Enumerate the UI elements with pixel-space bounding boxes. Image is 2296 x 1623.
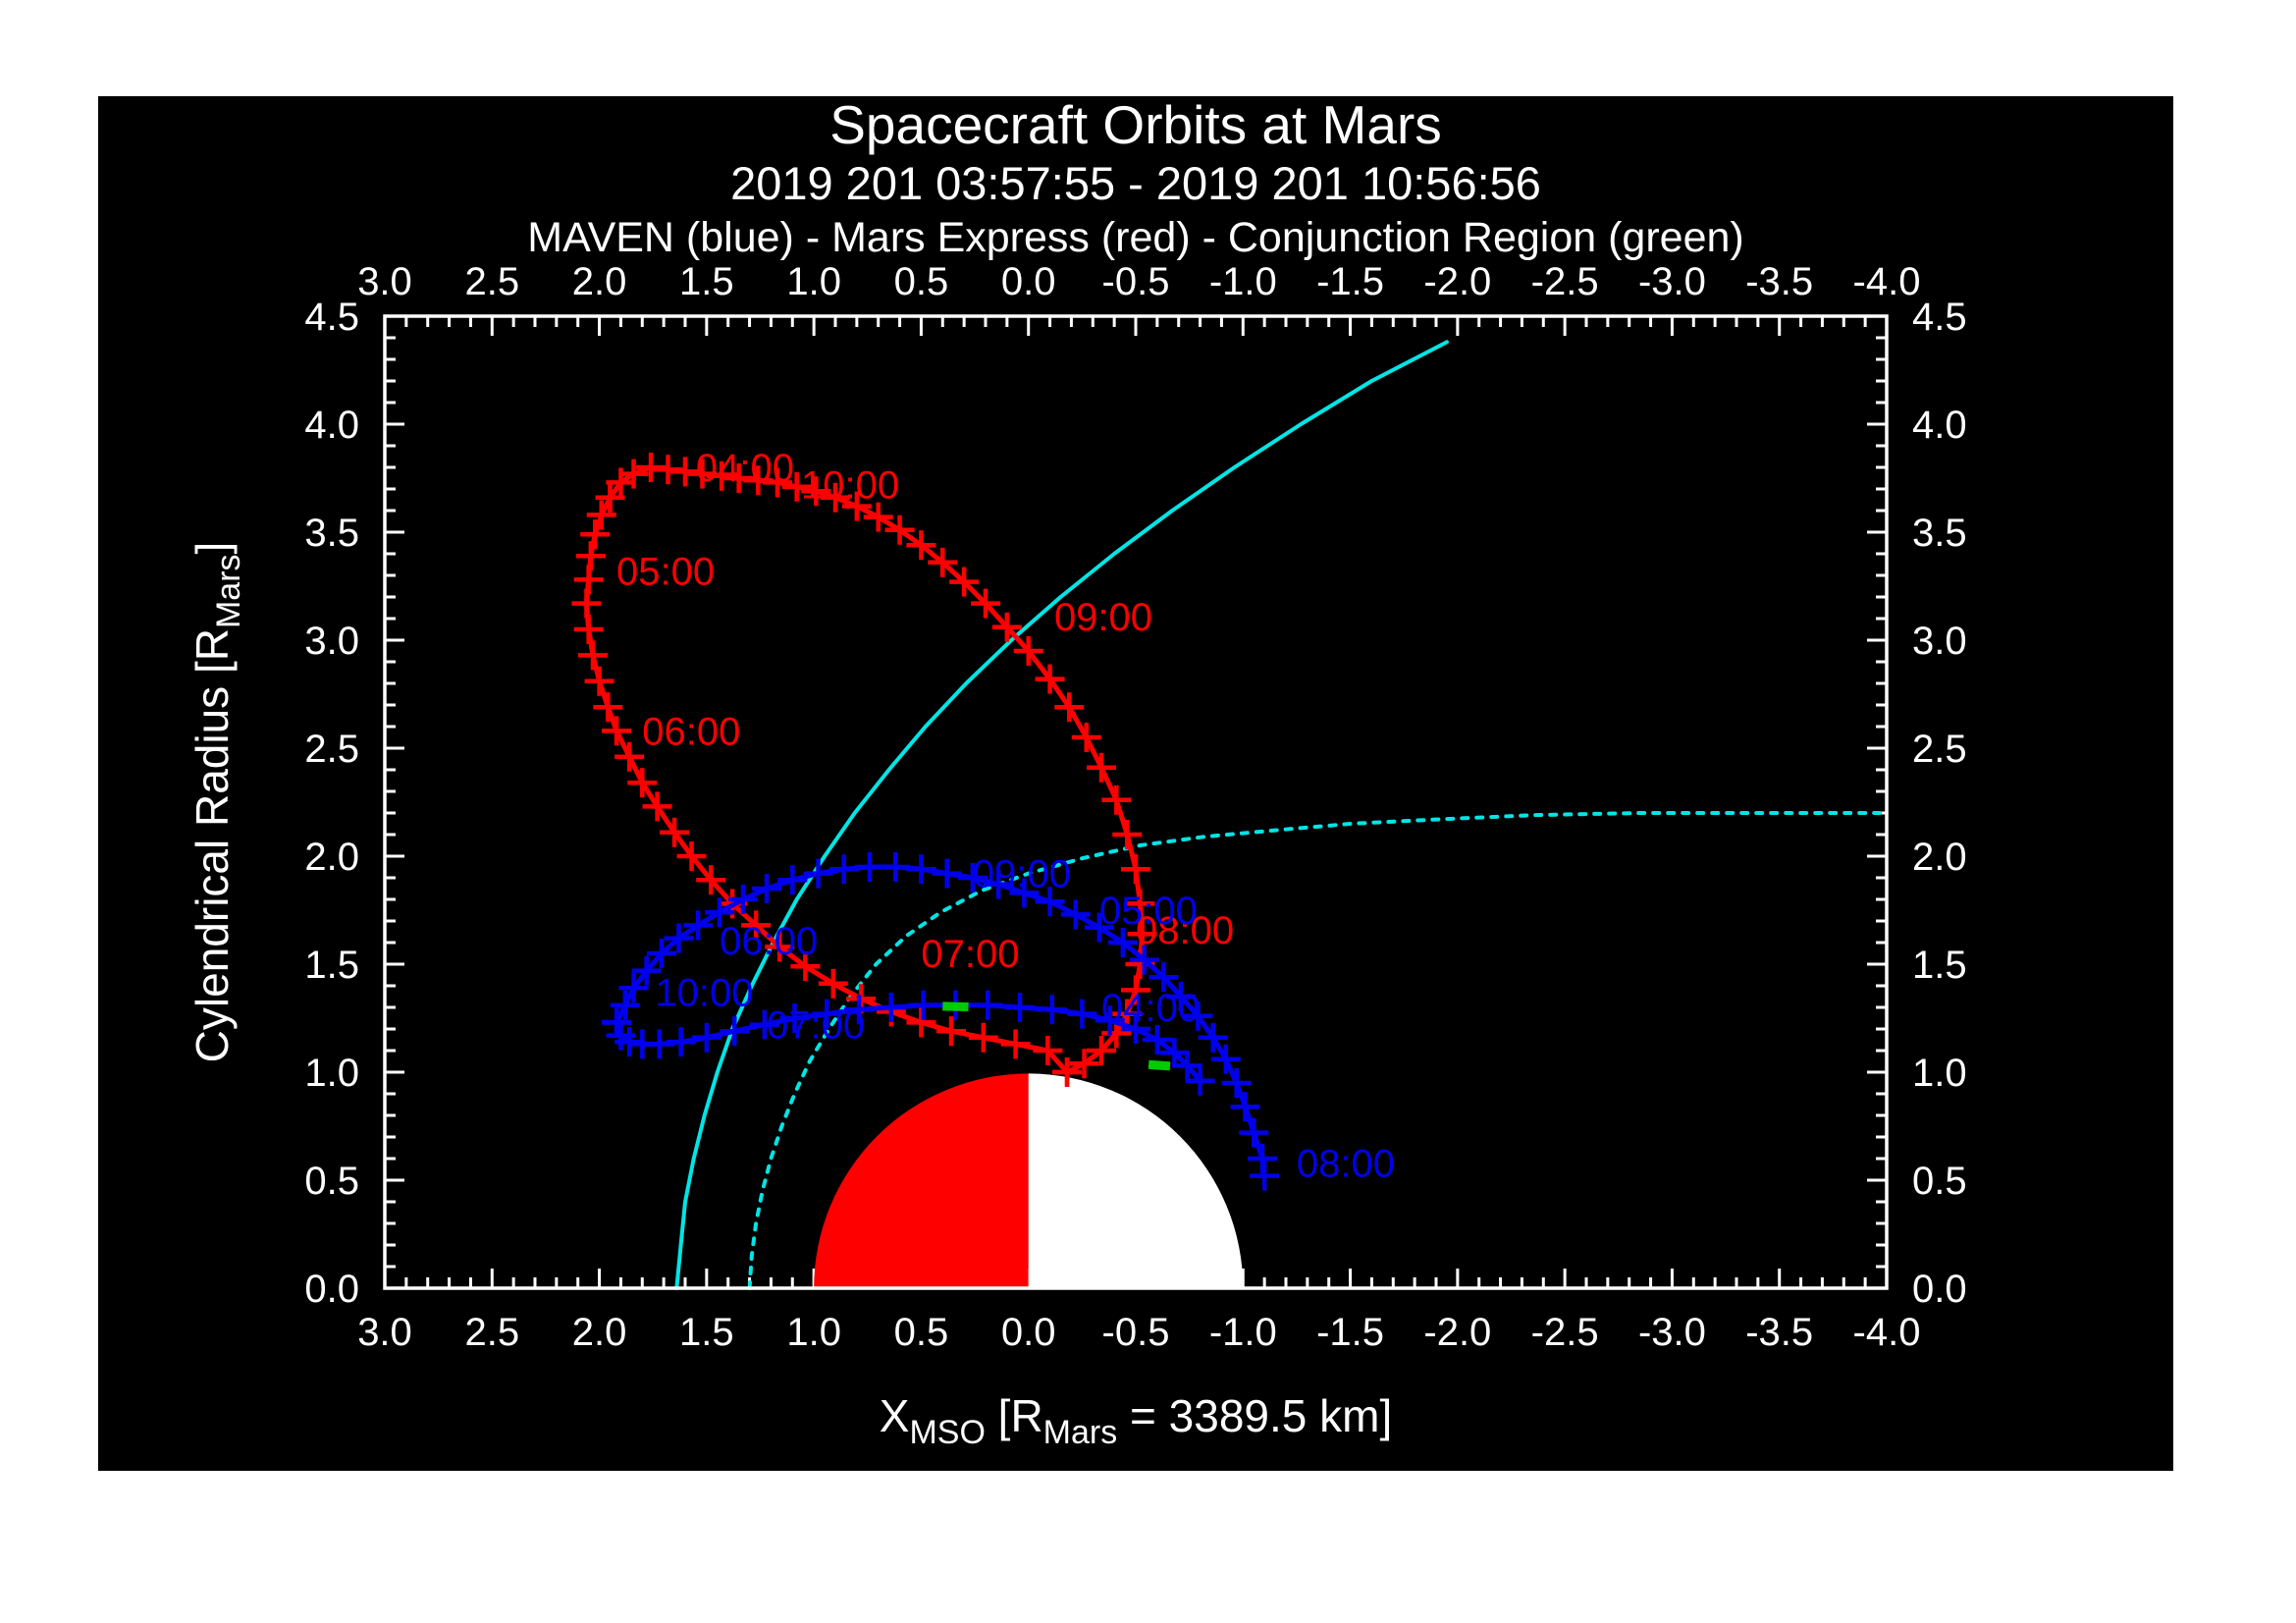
x-tick-label-top: -4.0 [1853, 260, 1921, 303]
x-tick-label-bottom: -4.0 [1853, 1311, 1921, 1354]
orbit-time-label: 08:00 [1297, 1142, 1395, 1185]
y-tick-label-left: 1.0 [304, 1052, 359, 1095]
x-tick-label-bottom: 3.0 [357, 1311, 412, 1354]
x-tick-label-bottom: -2.5 [1531, 1311, 1599, 1354]
x-tick-label-top: 2.0 [572, 260, 627, 303]
y-tick-label-right: 4.0 [1912, 404, 1967, 447]
x-tick-label-bottom: 2.5 [464, 1311, 519, 1354]
plot-frame [383, 314, 1889, 1290]
y-tick-label-left: 1.5 [304, 944, 359, 987]
x-axis-labels-bottom: 3.0 2.5 2.0 1.5 1.0 0.5 0.0 -0.5 -1.0 -1.5 -2.0 -2.… [357, 1311, 1920, 1354]
x-tick-label-top: -3.0 [1638, 260, 1706, 303]
x-tick-label-top: 0.5 [894, 260, 949, 303]
x-tick-label-bottom: 2.0 [572, 1311, 627, 1354]
x-tick-label-bottom: -3.0 [1638, 1311, 1706, 1354]
y-tick-label-right: 4.5 [1912, 296, 1967, 339]
y-tick-label-left: 4.0 [304, 404, 359, 447]
x-tick-label-bottom: -0.5 [1102, 1311, 1170, 1354]
orbit-time-label: 04:00 [1101, 987, 1200, 1030]
y-tick-label-right: 0.0 [1912, 1268, 1967, 1311]
y-tick-label-right: 2.0 [1912, 836, 1967, 879]
orbit-time-label: 09:00 [973, 853, 1071, 896]
x-tick-label-top: -0.5 [1102, 260, 1170, 303]
plot-title: Spacecraft Orbits at Mars [829, 96, 1442, 155]
mars-disk [814, 1073, 1244, 1288]
x-tick-label-top: 0.0 [1001, 260, 1056, 303]
figure-panel: Spacecraft Orbits at Mars 2019 201 03:57… [98, 96, 2173, 1471]
x-tick-label-top: 3.0 [357, 260, 412, 303]
orbit-time-label: 05:00 [616, 551, 715, 594]
orbit-time-labels: 04:0005:0006:0007:0008:0009:0010:0004:00… [616, 447, 1395, 1185]
x-tick-label-top: 1.5 [679, 260, 734, 303]
x-tick-label-bottom: 1.5 [679, 1311, 734, 1354]
x-tick-label-top: -2.0 [1423, 260, 1491, 303]
orbit-time-label: 06:00 [720, 920, 818, 963]
mpb-curve [747, 811, 1889, 1290]
x-axis-title: XMSO [RMars = 3389.5 km] [880, 1390, 1392, 1451]
orbit-time-label: 07:00 [767, 1004, 865, 1048]
x-tick-label-bottom: 0.0 [1001, 1311, 1056, 1354]
y-tick-label-right: 3.0 [1912, 620, 1967, 663]
y-tick-label-left: 0.5 [304, 1160, 359, 1203]
plasma-boundaries [674, 340, 1889, 1290]
orbit-time-label: 10:00 [801, 464, 899, 508]
orbit-time-label: 05:00 [1099, 890, 1198, 933]
axis-titles: XMSO [RMars = 3389.5 km] Cylendrical Radi… [187, 542, 1392, 1451]
x-tick-label-bottom: -2.0 [1423, 1311, 1491, 1354]
y-tick-label-right: 2.5 [1912, 728, 1967, 771]
orbit-plot-svg: Spacecraft Orbits at Mars 2019 201 03:57… [98, 96, 2173, 1471]
x-tick-label-bottom: -1.0 [1209, 1311, 1277, 1354]
x-tick-label-top: 1.0 [786, 260, 841, 303]
y-tick-label-left: 2.0 [304, 836, 359, 879]
plot-subtitle: 2019 201 03:57:55 - 2019 201 10:56:56 [730, 157, 1541, 209]
spacecraft-orbits [571, 453, 1280, 1191]
y-tick-label-left: 3.0 [304, 620, 359, 663]
conjunction-segment [942, 1001, 969, 1012]
x-tick-label-bottom: -1.5 [1316, 1311, 1384, 1354]
orbit-time-label: 08:00 [1136, 909, 1234, 952]
y-tick-label-right: 3.5 [1912, 512, 1967, 555]
mars-nightside [1028, 1073, 1244, 1288]
x-tick-label-bottom: -3.5 [1745, 1311, 1813, 1354]
x-tick-label-bottom: 1.0 [786, 1311, 841, 1354]
y-axis-title: Cylendrical Radius [RMars] [187, 542, 247, 1063]
orbit-time-label: 09:00 [1054, 596, 1152, 639]
y-tick-label-left: 4.5 [304, 296, 359, 339]
y-tick-label-right: 1.0 [1912, 1052, 1967, 1095]
orbit-time-label: 06:00 [642, 710, 740, 753]
orbit-time-label: 04:00 [696, 447, 794, 490]
x-tick-label-top: -2.5 [1531, 260, 1599, 303]
y-tick-label-right: 0.5 [1912, 1160, 1967, 1203]
conjunction-segment [1148, 1059, 1171, 1071]
plot-legend-line: MAVEN (blue) - Mars Express (red) - Conj… [527, 214, 1743, 261]
x-tick-label-bottom: 0.5 [894, 1311, 949, 1354]
x-tick-label-top: -1.0 [1209, 260, 1277, 303]
x-tick-label-top: -3.5 [1745, 260, 1813, 303]
bow-shock-curve [674, 340, 1449, 1290]
y-tick-label-right: 1.5 [1912, 944, 1967, 987]
y-tick-label-left: 3.5 [304, 512, 359, 555]
x-axis-labels-top: 3.0 2.5 2.0 1.5 1.0 0.5 0.0 -0.5 -1.0 -1.5 -2.0 -2.… [357, 260, 1920, 303]
x-tick-label-top: 2.5 [464, 260, 519, 303]
y-axis-labels-left: 0.0 0.5 1.0 1.5 2.0 2.5 3.0 3.5 4.0 4.5 [304, 296, 359, 1311]
y-tick-label-left: 0.0 [304, 1268, 359, 1311]
conjunction-segments [942, 1001, 1171, 1071]
y-tick-label-left: 2.5 [304, 728, 359, 771]
orbit-time-label: 10:00 [655, 972, 753, 1015]
orbit-time-label: 07:00 [921, 933, 1019, 976]
mars-dayside [814, 1073, 1029, 1288]
x-tick-label-top: -1.5 [1316, 260, 1384, 303]
y-axis-labels-right: 0.0 0.5 1.0 1.5 2.0 2.5 3.0 3.5 4.0 4.5 [1912, 296, 1967, 1311]
